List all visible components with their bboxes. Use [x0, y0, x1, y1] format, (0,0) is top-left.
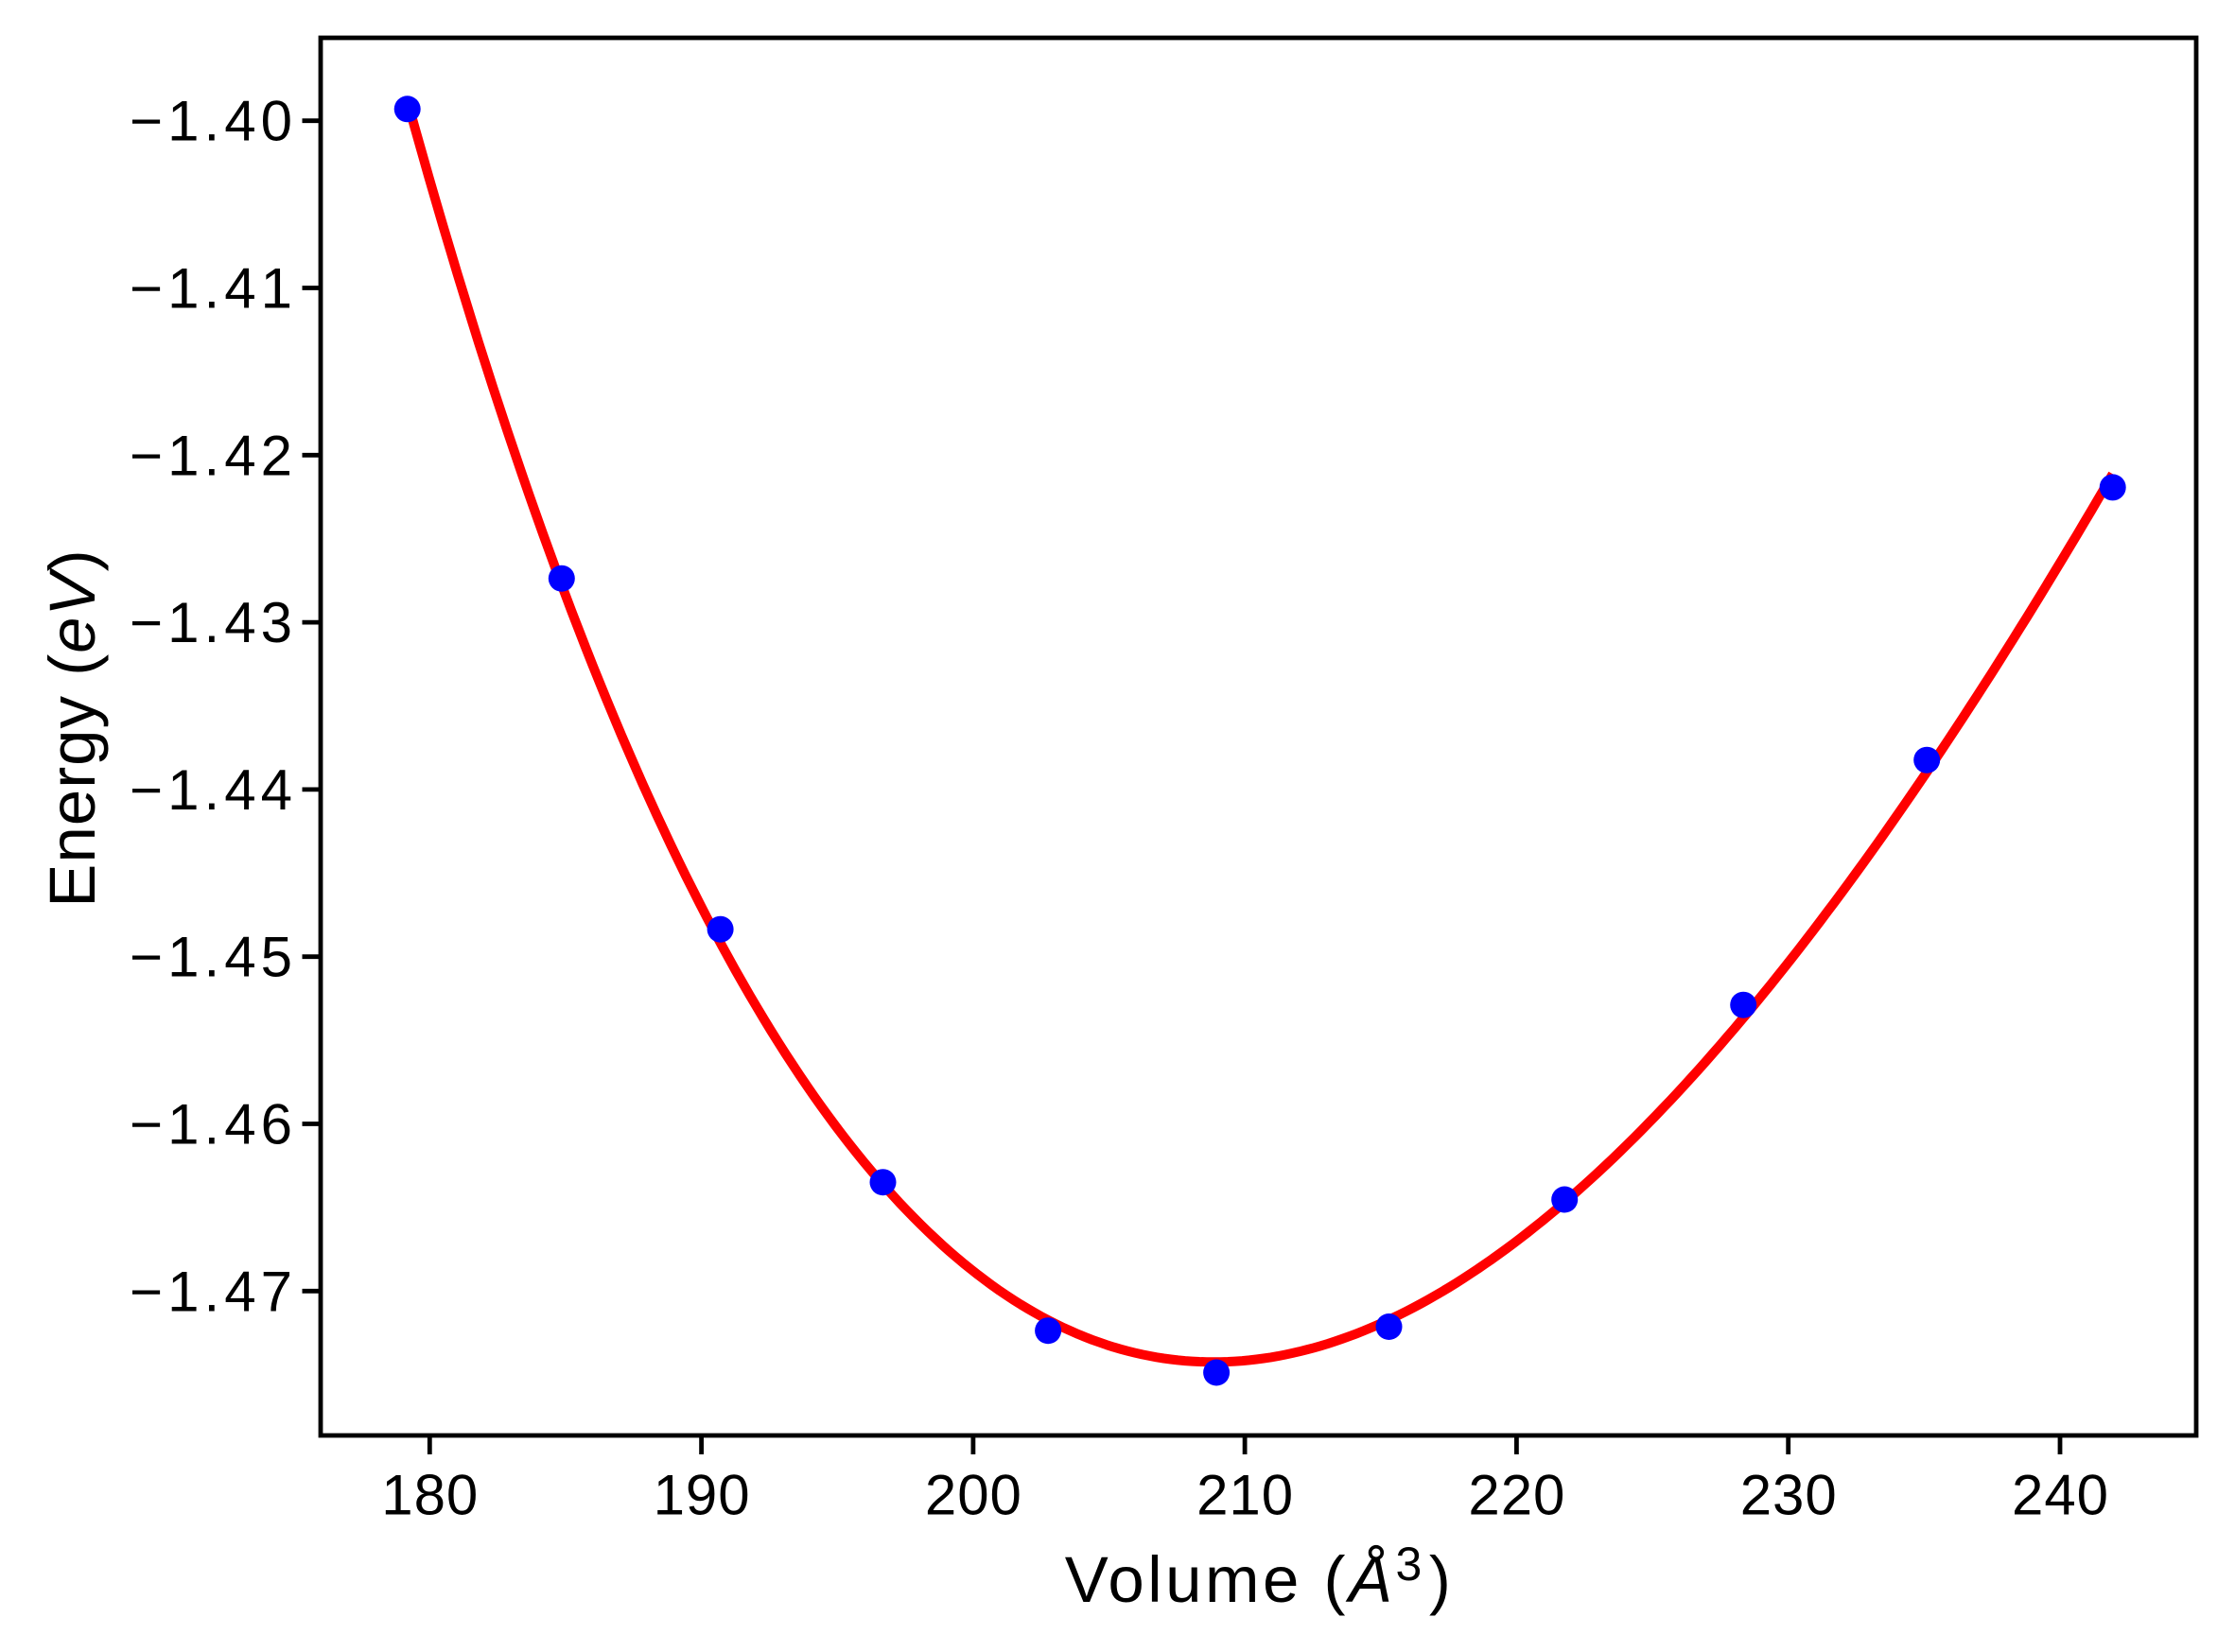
- svg-text:180: 180: [381, 1464, 478, 1527]
- svg-text:−1.47: −1.47: [130, 1260, 292, 1323]
- svg-text:190: 190: [654, 1464, 750, 1527]
- svg-text:Volume (Å3): Volume (Å3): [1065, 1538, 1455, 1616]
- svg-text:−1.42: −1.42: [130, 424, 292, 487]
- svg-text:210: 210: [1196, 1464, 1293, 1527]
- svg-text:−1.43: −1.43: [130, 591, 292, 654]
- svg-text:230: 230: [1740, 1464, 1837, 1527]
- svg-text:−1.45: −1.45: [130, 926, 292, 989]
- svg-text:−1.44: −1.44: [130, 758, 292, 822]
- svg-text:200: 200: [925, 1464, 1021, 1527]
- svg-text:Energy (eV): Energy (eV): [36, 548, 109, 907]
- svg-text:−1.40: −1.40: [130, 90, 292, 153]
- svg-text:220: 220: [1468, 1464, 1564, 1527]
- svg-text:−1.46: −1.46: [130, 1093, 292, 1156]
- svg-text:240: 240: [2012, 1464, 2108, 1527]
- svg-text:−1.41: −1.41: [130, 257, 292, 321]
